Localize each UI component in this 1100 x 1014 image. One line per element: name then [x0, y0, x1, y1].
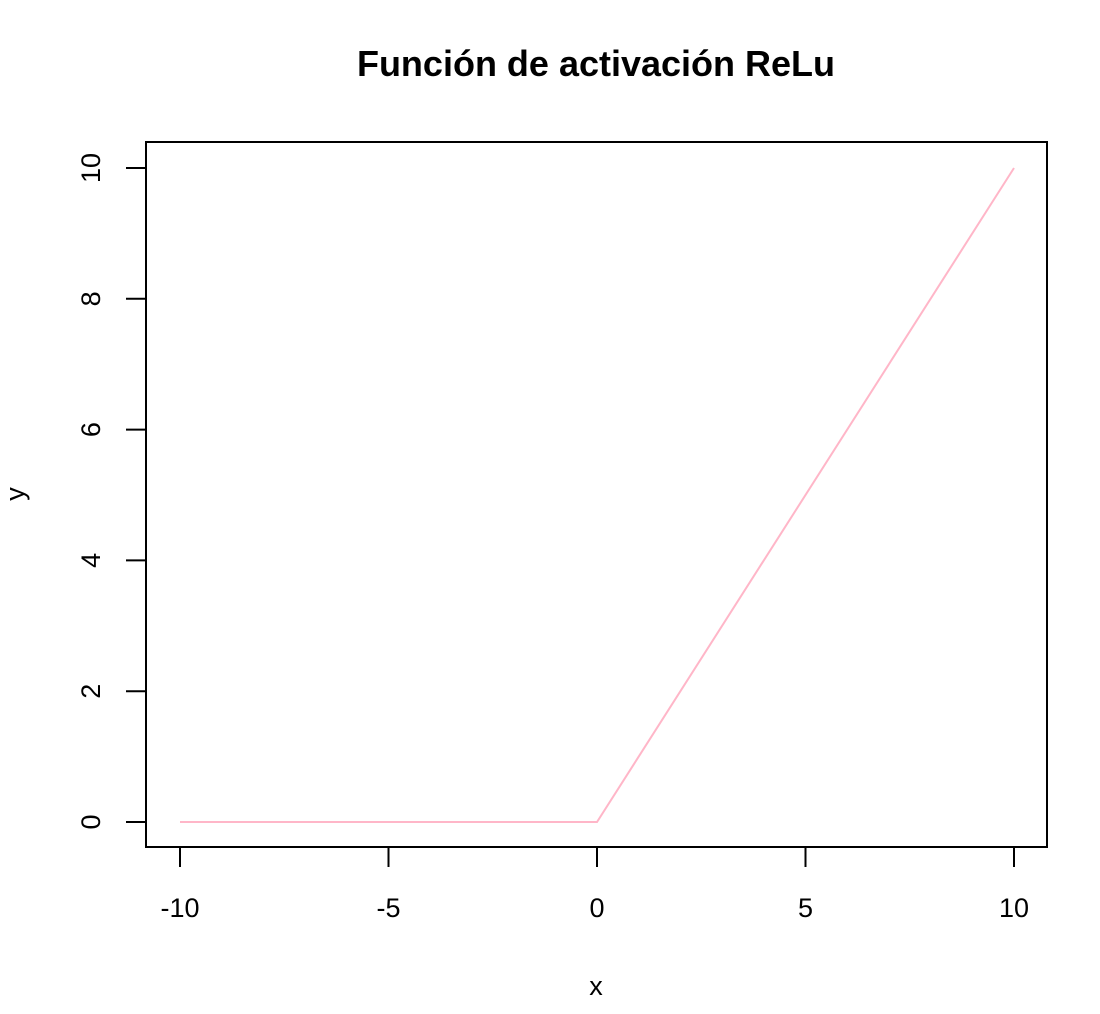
y-tick-label: 10: [76, 153, 106, 183]
plot-frame: [145, 141, 1048, 848]
y-tick-label: 6: [76, 422, 106, 437]
x-tick-label: 5: [798, 893, 813, 923]
series-layer: [180, 167, 1015, 823]
x-tick-label: -10: [160, 893, 199, 923]
y-tick-label: 4: [76, 553, 106, 568]
y-axis-label: y: [0, 487, 30, 501]
x-tick-label: 10: [999, 893, 1029, 923]
y-axis: 0 2 4 6 8 10: [76, 153, 147, 830]
x-tick-label: -5: [376, 893, 400, 923]
x-axis-label: x: [589, 971, 603, 1001]
x-tick-label: 0: [589, 893, 604, 923]
relu-line: [180, 167, 1015, 823]
y-tick-label: 2: [76, 684, 106, 699]
chart-title: Función de activación ReLu: [357, 43, 835, 84]
y-tick-label: 8: [76, 291, 106, 306]
x-axis: -10 -5 0 5 10: [160, 846, 1029, 923]
y-tick-label: 0: [76, 814, 106, 829]
